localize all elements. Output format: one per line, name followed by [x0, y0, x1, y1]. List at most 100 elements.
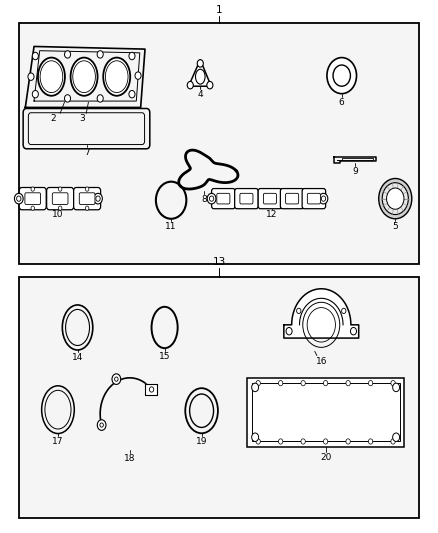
Circle shape — [100, 423, 103, 427]
Circle shape — [301, 439, 305, 444]
Circle shape — [321, 196, 325, 201]
Circle shape — [301, 381, 305, 386]
Ellipse shape — [38, 58, 65, 96]
FancyBboxPatch shape — [74, 188, 101, 210]
Circle shape — [391, 439, 395, 444]
Text: 10: 10 — [52, 210, 64, 219]
Circle shape — [252, 433, 258, 441]
Text: 14: 14 — [72, 353, 83, 362]
Circle shape — [129, 91, 135, 98]
Circle shape — [197, 60, 203, 67]
Circle shape — [64, 95, 71, 102]
Circle shape — [252, 383, 258, 392]
Bar — [252, 383, 399, 441]
Polygon shape — [145, 384, 157, 395]
FancyBboxPatch shape — [47, 188, 74, 210]
Text: 4: 4 — [198, 91, 203, 100]
Circle shape — [97, 95, 103, 102]
Bar — [71, 196, 80, 201]
Text: 1: 1 — [215, 5, 223, 14]
Circle shape — [17, 196, 21, 201]
Text: 3: 3 — [79, 114, 85, 123]
Text: 13: 13 — [212, 256, 226, 266]
Circle shape — [96, 196, 100, 201]
FancyBboxPatch shape — [240, 193, 253, 204]
FancyBboxPatch shape — [286, 193, 299, 204]
Circle shape — [209, 196, 214, 201]
Circle shape — [58, 206, 62, 211]
FancyBboxPatch shape — [52, 193, 68, 205]
Text: 11: 11 — [166, 222, 177, 231]
Circle shape — [392, 433, 399, 441]
Circle shape — [387, 188, 404, 209]
Circle shape — [28, 73, 34, 80]
Circle shape — [112, 374, 121, 384]
Circle shape — [323, 381, 328, 386]
Circle shape — [286, 327, 292, 335]
Circle shape — [256, 439, 260, 444]
Text: 6: 6 — [339, 98, 345, 107]
Circle shape — [323, 439, 328, 444]
Polygon shape — [284, 289, 359, 338]
Text: 18: 18 — [124, 454, 135, 463]
Circle shape — [346, 381, 350, 386]
Ellipse shape — [103, 58, 130, 96]
Text: 20: 20 — [320, 453, 331, 462]
Circle shape — [149, 387, 154, 392]
Circle shape — [207, 193, 216, 204]
Ellipse shape — [195, 69, 205, 84]
Circle shape — [350, 327, 357, 335]
Circle shape — [279, 381, 283, 386]
Text: 16: 16 — [315, 357, 327, 366]
Circle shape — [207, 82, 213, 89]
Circle shape — [14, 193, 23, 204]
FancyBboxPatch shape — [235, 189, 258, 209]
Text: 9: 9 — [352, 167, 358, 176]
Circle shape — [379, 179, 412, 219]
Circle shape — [368, 439, 373, 444]
FancyBboxPatch shape — [258, 189, 282, 209]
FancyBboxPatch shape — [79, 193, 95, 205]
Circle shape — [58, 187, 62, 191]
FancyBboxPatch shape — [19, 188, 46, 210]
Polygon shape — [188, 60, 211, 86]
FancyBboxPatch shape — [212, 189, 235, 209]
FancyBboxPatch shape — [217, 193, 230, 204]
Bar — [299, 197, 307, 201]
Text: 7: 7 — [84, 148, 89, 157]
Circle shape — [382, 183, 408, 215]
Circle shape — [97, 51, 103, 58]
Text: 19: 19 — [196, 437, 207, 446]
Circle shape — [85, 187, 89, 191]
Circle shape — [187, 82, 193, 89]
Circle shape — [129, 52, 135, 60]
Circle shape — [368, 381, 373, 386]
FancyBboxPatch shape — [307, 193, 321, 204]
Text: 15: 15 — [159, 352, 170, 361]
FancyBboxPatch shape — [25, 193, 41, 205]
Circle shape — [64, 51, 71, 58]
Bar — [44, 196, 53, 201]
Circle shape — [342, 308, 346, 313]
FancyBboxPatch shape — [280, 189, 304, 209]
Circle shape — [97, 420, 106, 430]
Circle shape — [31, 187, 35, 191]
Circle shape — [256, 381, 260, 386]
Bar — [247, 378, 404, 447]
Text: 12: 12 — [266, 210, 278, 219]
Text: 5: 5 — [392, 222, 398, 231]
Bar — [19, 277, 419, 519]
Circle shape — [85, 206, 89, 211]
Circle shape — [333, 65, 350, 86]
FancyBboxPatch shape — [263, 193, 276, 204]
Bar — [276, 197, 285, 201]
Circle shape — [135, 72, 141, 79]
Circle shape — [319, 193, 328, 204]
Bar — [230, 197, 239, 201]
Text: 8: 8 — [201, 195, 207, 204]
Bar — [254, 197, 262, 201]
Circle shape — [346, 439, 350, 444]
FancyBboxPatch shape — [302, 189, 325, 209]
Circle shape — [279, 439, 283, 444]
Circle shape — [32, 91, 39, 98]
